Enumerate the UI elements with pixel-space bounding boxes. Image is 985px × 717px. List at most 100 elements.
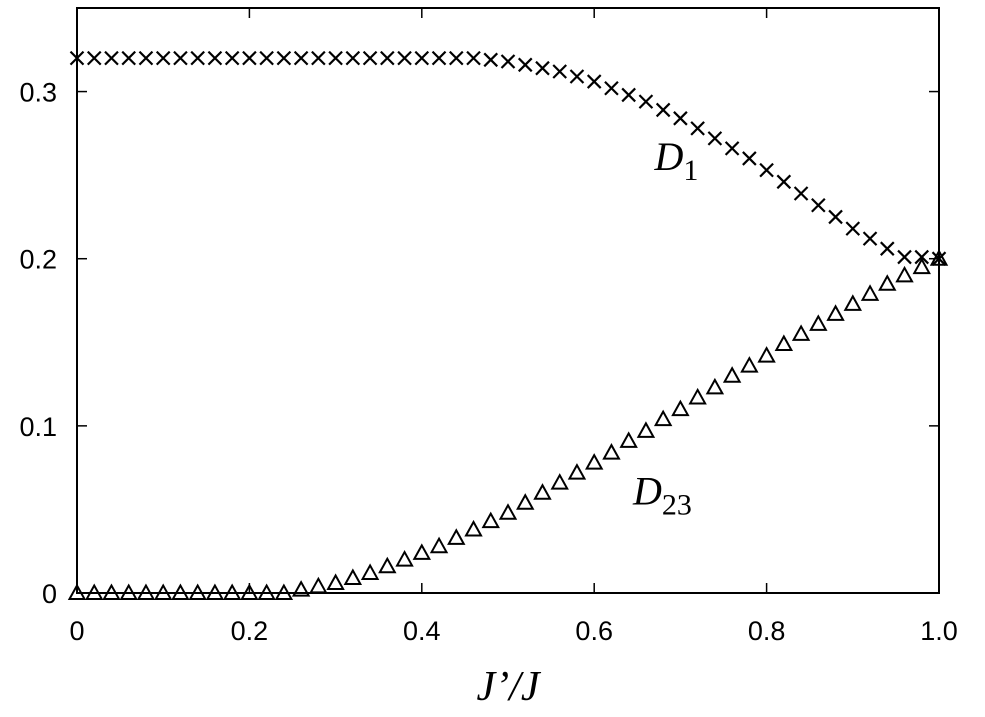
triangle-marker xyxy=(274,583,294,600)
cross-marker xyxy=(811,197,826,213)
triangle-marker xyxy=(585,453,604,470)
triangle-marker xyxy=(119,583,138,600)
cross-marker xyxy=(414,50,430,66)
cross-marker xyxy=(483,52,499,68)
cross-marker xyxy=(362,50,378,66)
triangle-marker xyxy=(291,580,311,597)
cross-marker xyxy=(104,50,119,66)
series-label: D1 xyxy=(654,134,699,187)
series-d1 xyxy=(69,50,947,266)
triangle-marker xyxy=(257,583,276,600)
series-label-main: D xyxy=(654,134,684,179)
cross-marker xyxy=(724,141,740,156)
triangle-marker xyxy=(550,473,569,490)
triangle-marker xyxy=(154,583,173,600)
triangle-marker xyxy=(843,294,862,311)
cross-marker xyxy=(673,111,688,126)
cross-marker xyxy=(311,50,326,66)
cross-marker xyxy=(449,50,464,66)
cross-marker xyxy=(931,251,947,266)
triangle-marker xyxy=(481,511,500,529)
triangle-marker xyxy=(912,257,931,275)
cross-marker xyxy=(897,249,912,265)
cross-marker xyxy=(242,50,257,66)
triangle-marker xyxy=(619,431,638,448)
triangle-marker xyxy=(636,421,656,438)
triangle-marker xyxy=(412,543,431,560)
cross-marker xyxy=(759,162,774,178)
cross-marker xyxy=(293,50,309,66)
cross-marker xyxy=(604,80,619,96)
triangle-marker xyxy=(378,556,397,574)
cross-marker xyxy=(397,50,412,66)
series-label-subscript: 23 xyxy=(662,488,692,521)
cross-marker xyxy=(776,174,792,190)
cross-marker xyxy=(655,102,671,118)
triangle-marker xyxy=(464,519,483,537)
cross-marker xyxy=(190,50,205,66)
x-tick-label: 1.0 xyxy=(920,616,958,646)
triangle-marker xyxy=(567,463,587,480)
triangle-marker xyxy=(102,583,121,600)
series-label: D23 xyxy=(632,468,692,521)
series-label-main: D xyxy=(632,468,662,513)
series-d23 xyxy=(67,249,949,600)
triangle-marker xyxy=(722,366,742,383)
cross-marker xyxy=(707,131,723,146)
cross-marker xyxy=(207,50,223,66)
triangle-marker xyxy=(826,304,845,321)
triangle-marker xyxy=(533,483,552,500)
triangle-marker xyxy=(222,583,242,600)
cross-marker xyxy=(621,87,636,103)
cross-marker xyxy=(828,209,843,225)
cross-marker xyxy=(914,249,930,265)
triangle-marker xyxy=(240,583,259,600)
cross-marker xyxy=(121,50,136,66)
triangle-marker xyxy=(671,399,690,417)
triangle-marker xyxy=(343,568,363,585)
y-tick-label: 0.3 xyxy=(19,78,57,108)
cross-marker xyxy=(742,151,757,166)
triangle-marker xyxy=(516,493,535,510)
x-tick-label: 0.4 xyxy=(403,616,441,646)
triangle-marker xyxy=(136,583,156,600)
x-tick-label: 0.8 xyxy=(748,616,786,646)
cross-marker xyxy=(276,50,292,66)
cross-marker xyxy=(793,186,809,201)
x-tick-label: 0 xyxy=(69,616,84,646)
cross-marker xyxy=(328,50,343,66)
triangle-marker xyxy=(429,536,449,554)
cross-marker xyxy=(535,60,550,76)
cross-marker xyxy=(259,50,274,66)
cross-marker xyxy=(173,50,188,66)
triangle-marker xyxy=(705,377,725,395)
cross-marker xyxy=(569,69,585,84)
cross-marker xyxy=(690,121,705,136)
cross-marker xyxy=(638,94,654,109)
cross-marker xyxy=(431,50,447,66)
cross-marker xyxy=(500,54,516,69)
cross-marker xyxy=(552,64,567,79)
cross-marker xyxy=(86,50,102,66)
triangle-marker xyxy=(740,356,759,373)
triangle-marker xyxy=(188,583,207,600)
x-tick-label: 0.2 xyxy=(231,616,269,646)
triangle-marker xyxy=(498,503,518,520)
cross-marker xyxy=(517,57,533,73)
triangle-marker xyxy=(395,550,414,567)
triangle-marker xyxy=(809,314,828,331)
cross-marker xyxy=(69,50,85,66)
y-tick-label: 0.1 xyxy=(19,412,57,442)
triangle-marker xyxy=(171,583,190,600)
plot-frame xyxy=(76,7,940,594)
y-tick-label: 0 xyxy=(42,579,57,609)
y-tick-label: 0.2 xyxy=(19,245,57,275)
cross-marker xyxy=(880,241,895,256)
triangle-marker xyxy=(67,583,87,600)
triangle-marker xyxy=(895,265,914,283)
cross-marker xyxy=(224,50,240,66)
cross-marker xyxy=(586,74,602,89)
triangle-marker xyxy=(360,563,380,580)
